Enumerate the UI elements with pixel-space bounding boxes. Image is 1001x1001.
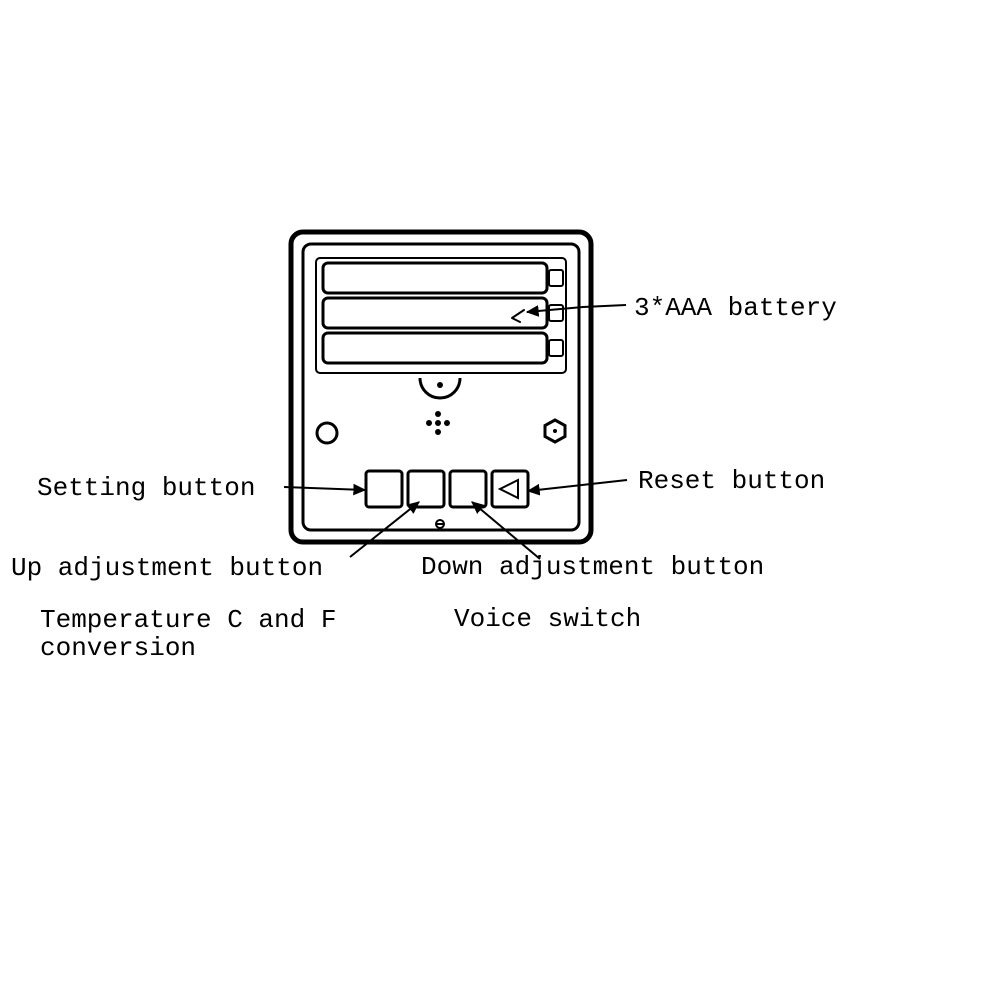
battery-label: 3*AAA battery: [634, 293, 837, 323]
top-screw-dot: [437, 382, 443, 388]
leader-setting: [284, 487, 365, 490]
batteries: [323, 263, 563, 363]
right-hex-center: [553, 429, 557, 433]
reset-label: Reset button: [638, 466, 825, 496]
bottom-screw-icon: [436, 520, 444, 528]
reset-button[interactable]: [492, 471, 528, 507]
battery-slot: [323, 333, 547, 363]
device-schematic: 3*AAA battery Setting button Reset butto…: [0, 0, 1001, 1001]
battery-frame: [316, 258, 566, 373]
left-port-icon: [317, 423, 337, 443]
setting-button[interactable]: [366, 471, 402, 507]
down-button[interactable]: [450, 471, 486, 507]
setting-label: Setting button: [37, 473, 255, 503]
leader-battery: [527, 305, 626, 312]
battery-slot: [323, 263, 547, 293]
up-label: Up adjustment button: [11, 553, 323, 583]
down-label: Down adjustment button: [421, 552, 764, 582]
battery-slot: [323, 298, 547, 328]
button-row: [366, 471, 528, 507]
temp-label-2: conversion: [40, 633, 196, 663]
voice-label: Voice switch: [454, 604, 641, 634]
battery-cap: [549, 270, 563, 286]
temp-label-1: Temperature C and F: [40, 605, 336, 635]
battery-cap: [549, 340, 563, 356]
up-button[interactable]: [408, 471, 444, 507]
battery-tick-icon: [512, 310, 524, 322]
reset-triangle-icon: [500, 480, 518, 498]
battery-cap: [549, 305, 563, 321]
plus-dots-icon: [426, 411, 450, 435]
